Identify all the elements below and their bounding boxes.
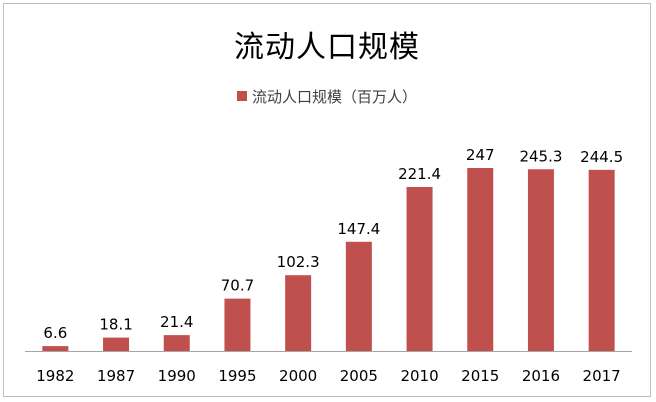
- data-label-2017: 244.5: [580, 148, 623, 166]
- bar-1987: [103, 337, 130, 351]
- bar-2016: [527, 169, 554, 351]
- data-labels-layer: 6.6 18.1 21.4 70.7 102.3 147.4 221.4 247 245.3 24…: [43, 146, 623, 342]
- data-label-2005: 147.4: [337, 220, 380, 238]
- data-label-2016: 245.3: [519, 147, 562, 165]
- legend-swatch: [236, 90, 247, 101]
- bar-2005: [345, 241, 372, 351]
- x-tick-label-2005: 2005: [340, 367, 378, 385]
- bars-layer: [42, 168, 615, 351]
- data-label-1995: 70.7: [221, 277, 254, 295]
- x-tick-label-1995: 1995: [218, 367, 256, 385]
- bar-2015: [467, 168, 494, 351]
- x-tick-label-2000: 2000: [279, 367, 317, 385]
- data-label-1990: 21.4: [160, 313, 193, 331]
- x-tick-label-2016: 2016: [522, 367, 560, 385]
- x-tick-label-1982: 1982: [36, 367, 74, 385]
- x-tick-label-1990: 1990: [158, 367, 196, 385]
- data-label-2015: 247: [466, 146, 495, 164]
- bar-2000: [285, 275, 312, 351]
- x-tick-labels-layer: 1982 1987 1990 1995 2000 2005 2010 2015 2016 2017: [36, 367, 620, 385]
- x-tick-label-1987: 1987: [97, 367, 135, 385]
- x-tick-label-2015: 2015: [461, 367, 499, 385]
- bar-1990: [163, 335, 190, 351]
- bar-2017: [588, 169, 615, 351]
- bar-1982: [42, 346, 69, 351]
- legend-label: 流动人口规模（百万人）: [251, 88, 417, 106]
- data-label-2000: 102.3: [277, 253, 320, 271]
- data-label-1987: 18.1: [99, 316, 132, 334]
- legend: 流动人口规模（百万人）: [4, 86, 650, 107]
- data-label-2010: 221.4: [398, 165, 441, 183]
- bar-1995: [224, 298, 251, 351]
- x-tick-label-2010: 2010: [400, 367, 438, 385]
- chart-title: 流动人口规模: [234, 30, 420, 65]
- x-tick-label-2017: 2017: [583, 367, 621, 385]
- bar-2010: [406, 186, 433, 351]
- data-label-1982: 6.6: [43, 324, 67, 342]
